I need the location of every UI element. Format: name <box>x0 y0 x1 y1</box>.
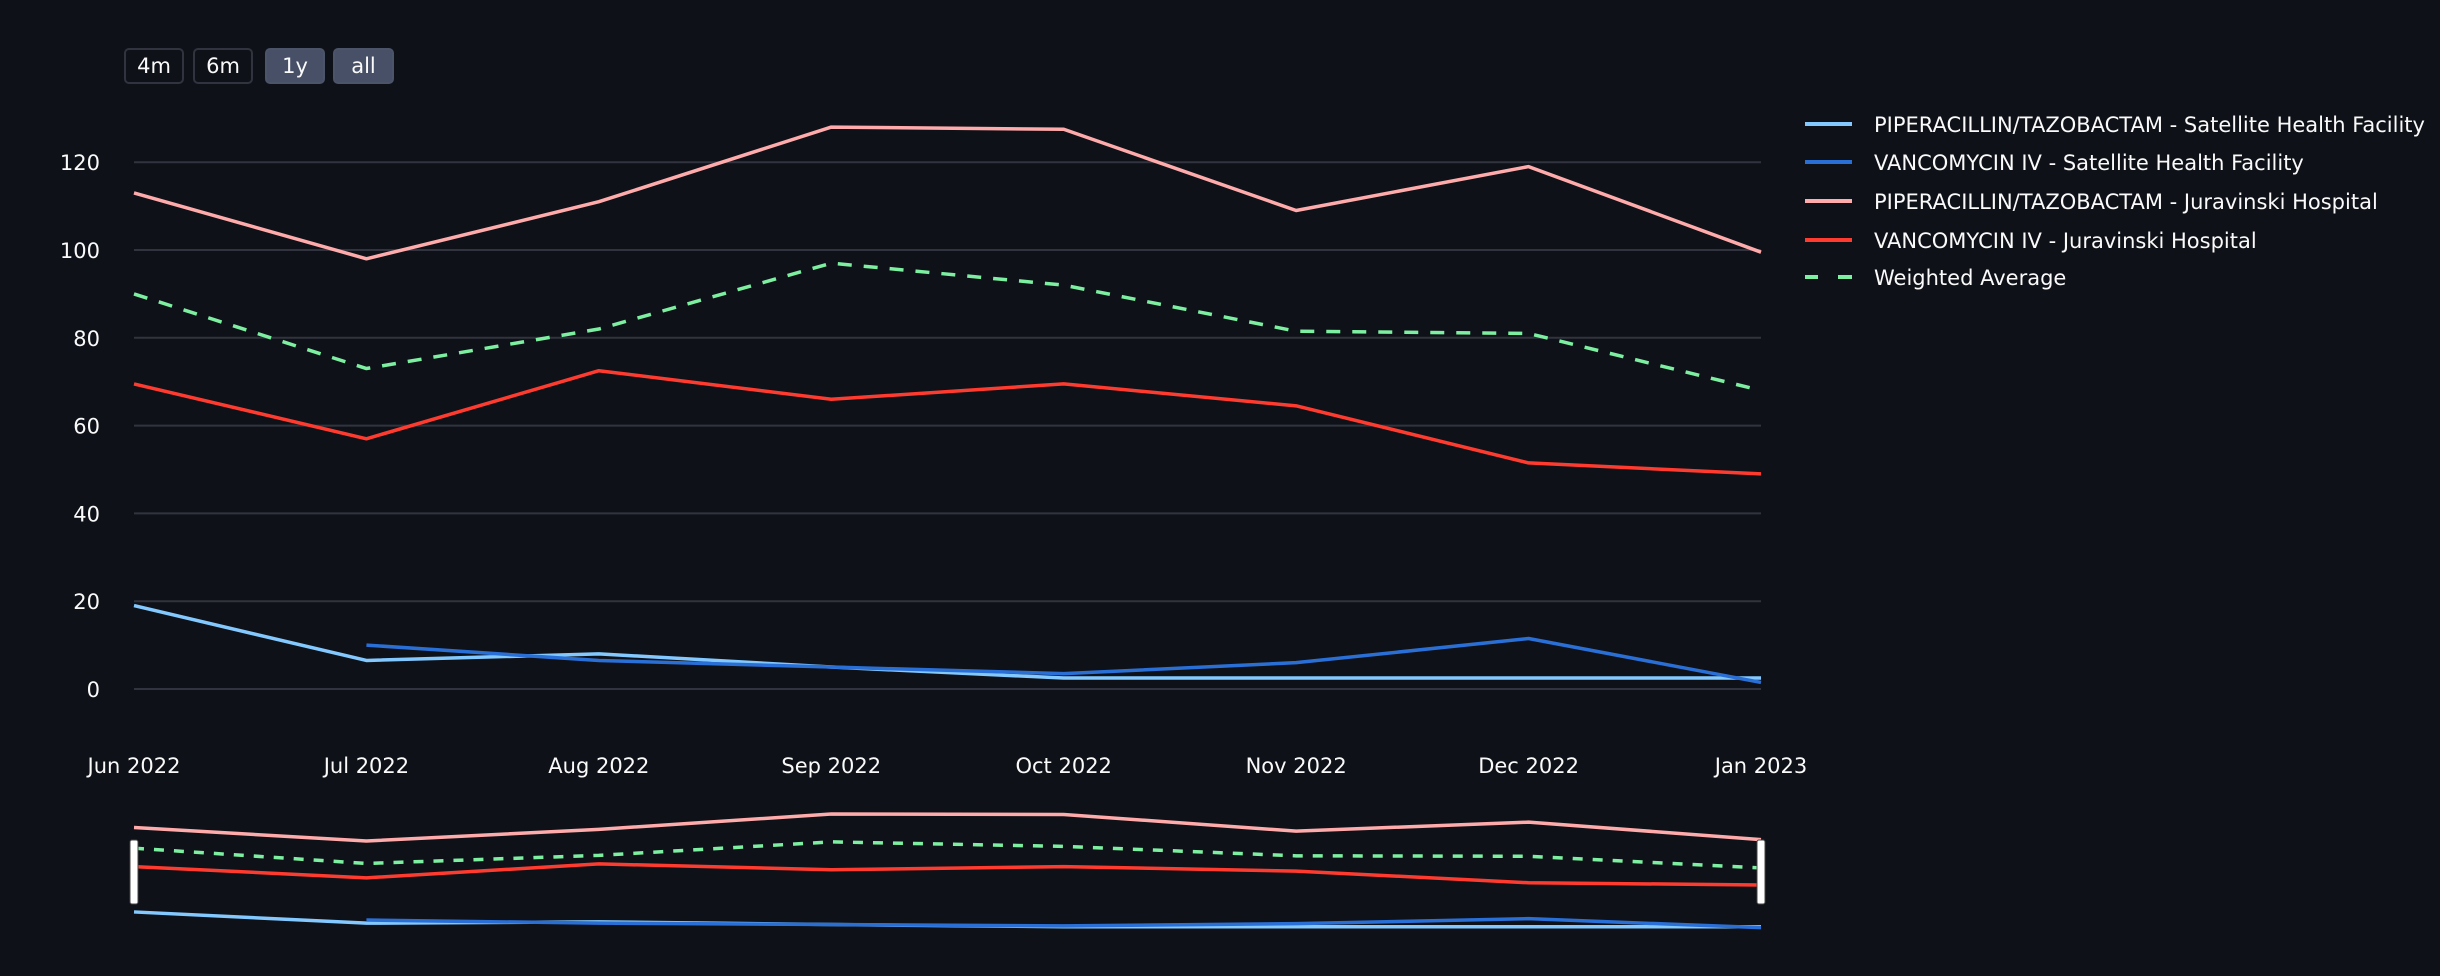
x-tick-label: Nov 2022 <box>1246 754 1347 778</box>
rangeslider-series-line-3 <box>133 862 1762 887</box>
y-tick-label: 0 <box>87 678 100 702</box>
left-range-handle[interactable] <box>129 839 139 905</box>
rangeslider-series-line-1 <box>366 916 1762 930</box>
legend-label: PIPERACILLIN/TAZOBACTAM - Juravinski Hos… <box>1874 190 2378 214</box>
x-tick-label: Jul 2022 <box>322 754 409 778</box>
x-tick-label: Sep 2022 <box>781 754 881 778</box>
y-tick-label: 80 <box>73 327 100 351</box>
range-button-all[interactable]: all <box>333 48 394 84</box>
range-button-6m[interactable]: 6m <box>193 48 253 84</box>
legend-item[interactable]: PIPERACILLIN/TAZOBACTAM - Juravinski Hos… <box>1805 190 2378 214</box>
series-line-3 <box>133 368 1762 476</box>
legend-label: Weighted Average <box>1874 266 2066 290</box>
legend-label: VANCOMYCIN IV - Juravinski Hospital <box>1874 229 2257 253</box>
range-slider[interactable] <box>134 809 1761 934</box>
y-tick-label: 120 <box>60 151 100 175</box>
x-tick-label: Jan 2023 <box>1713 754 1808 778</box>
legend-item[interactable]: PIPERACILLIN/TAZOBACTAM - Satellite Heal… <box>1805 113 2425 137</box>
y-tick-label: 20 <box>73 590 100 614</box>
range-button-1y[interactable]: 1y <box>265 48 325 84</box>
x-tick-label: Jun 2022 <box>86 754 181 778</box>
x-tick-label: Oct 2022 <box>1015 754 1111 778</box>
legend-item[interactable]: VANCOMYCIN IV - Satellite Health Facilit… <box>1805 151 2304 175</box>
y-tick-label: 60 <box>73 415 100 439</box>
legend-label: PIPERACILLIN/TAZOBACTAM - Satellite Heal… <box>1874 113 2425 137</box>
x-tick-label: Dec 2022 <box>1478 754 1579 778</box>
legend-item[interactable]: VANCOMYCIN IV - Juravinski Hospital <box>1805 229 2257 253</box>
range-button-4m[interactable]: 4m <box>124 48 184 84</box>
y-tick-label: 40 <box>73 502 100 526</box>
y-tick-label: 100 <box>60 239 100 263</box>
series-line-1 <box>366 636 1762 685</box>
series-line-4 <box>133 261 1762 393</box>
right-range-handle[interactable] <box>1756 839 1766 905</box>
legend-item[interactable]: Weighted Average <box>1805 266 2066 290</box>
series-line-0 <box>133 603 1761 680</box>
x-tick-label: Aug 2022 <box>548 754 649 778</box>
rangeslider-series-line-2 <box>133 812 1762 843</box>
series-line-2 <box>133 125 1762 261</box>
legend-label: VANCOMYCIN IV - Satellite Health Facilit… <box>1874 151 2304 175</box>
